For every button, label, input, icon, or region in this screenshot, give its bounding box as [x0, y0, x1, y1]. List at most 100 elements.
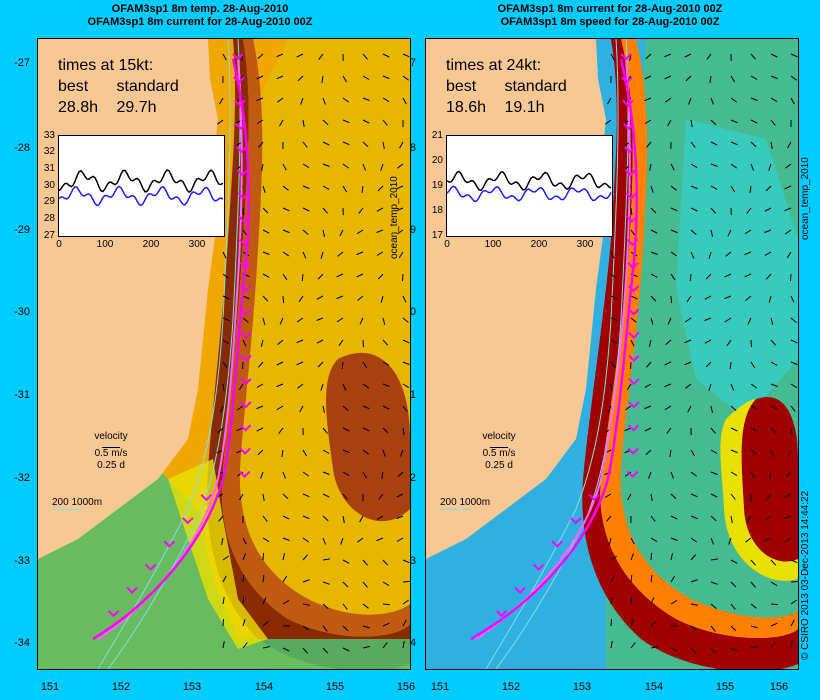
- depth-contour-200: [485, 39, 619, 669]
- right-times-box: times at 24kt: best standard 18.6h 19.1h: [446, 55, 578, 118]
- inset-x-tick: 100: [484, 239, 502, 250]
- inset-x-tick: 300: [188, 239, 206, 250]
- route-chevron: [239, 285, 252, 293]
- velocity-arrow: [750, 581, 756, 588]
- velocity-arrow: [276, 361, 284, 366]
- route-best: [470, 58, 638, 641]
- velocity-arrow: [402, 273, 404, 282]
- velocity-arrow: [356, 251, 364, 256]
- lat-tick: -29: [14, 224, 30, 236]
- velocity-arrow: [342, 141, 350, 146]
- velocity-arrow: [690, 493, 698, 498]
- velocity-arrow: [710, 471, 718, 475]
- velocity-arrow: [685, 383, 692, 389]
- velocity-arrow: [382, 97, 390, 103]
- inset-y-tick: 28: [43, 213, 55, 224]
- velocity-arrow: [396, 515, 404, 520]
- velocity-arrow: [750, 163, 755, 171]
- lon-tick: 155: [715, 681, 735, 693]
- velocity-arrow: [790, 405, 796, 412]
- velocity-arrow: [296, 361, 304, 366]
- velocity-arrow: [744, 251, 752, 256]
- velocity-arrow: [362, 383, 370, 389]
- velocity-arrow: [708, 383, 712, 391]
- velocity-arrow: [750, 645, 758, 649]
- velocity-arrow: [785, 163, 792, 169]
- velocity-arrow: [402, 599, 409, 605]
- velocity-arrow: [376, 207, 384, 212]
- velocity-arrow: [784, 229, 792, 235]
- velocity-arrow: [276, 75, 284, 80]
- velocity-arrow: [282, 553, 285, 561]
- velocity-arrow: [242, 619, 246, 627]
- velocity-arrow: [300, 97, 304, 105]
- route-chevron: [107, 610, 120, 618]
- velocity-arrow: [276, 53, 284, 58]
- velocity-arrow: [317, 273, 324, 280]
- route-chevron: [627, 447, 639, 455]
- left-velocity-legend: velocity 0.5 m/s 0.25 d: [76, 431, 146, 472]
- velocity-arrow: [359, 317, 364, 325]
- velocity-arrow: [402, 361, 410, 366]
- route-chevron: [628, 308, 640, 316]
- velocity-arrow: [730, 515, 733, 523]
- velocity-arrow: [610, 641, 613, 649]
- inset-line-blue: [446, 185, 612, 203]
- route-chevron: [621, 76, 633, 84]
- left-map-svg: [38, 39, 410, 669]
- depth-legend-line: [52, 509, 82, 510]
- velocity-arrow: [282, 251, 290, 257]
- right-map-panel: times at 24kt: best standard 18.6h 19.1h…: [425, 38, 799, 670]
- velocity-arrow: [380, 295, 384, 303]
- velocity-arrow: [610, 575, 615, 583]
- velocity-arrow: [726, 339, 732, 346]
- velocity-arrow: [299, 405, 304, 413]
- velocity-arrow: [684, 339, 692, 344]
- velocity-arrow: [728, 537, 732, 545]
- velocity-arrow: [342, 581, 349, 588]
- velocity-arrow: [727, 229, 732, 237]
- route-chevron: [628, 331, 640, 339]
- velocity-arrow: [724, 295, 732, 300]
- velocity-arrow: [764, 537, 772, 542]
- velocity-arrow: [276, 383, 284, 388]
- velocity-arrow: [684, 53, 692, 58]
- route-chevron: [235, 122, 247, 131]
- velocity-arrow: [256, 75, 264, 80]
- velocity-arrow: [302, 163, 310, 169]
- velocity-arrow: [750, 449, 757, 455]
- velocity-arrow: [750, 603, 757, 609]
- velocity-arrow: [221, 537, 224, 545]
- left-times-header-row: best standard: [58, 76, 190, 97]
- route-best: [92, 58, 250, 641]
- velocity-arrow: [242, 339, 247, 347]
- velocity-arrow: [749, 185, 752, 193]
- right-title: OFAM3sp1 8m current for 28-Aug-2010 00Z …: [430, 3, 790, 29]
- coastal-shelf: [38, 469, 410, 669]
- velocity-arrow: [222, 53, 227, 61]
- route-chevron: [240, 354, 252, 363]
- velocity-arrow: [402, 75, 409, 81]
- velocity-arrow: [382, 339, 389, 346]
- velocity-arrow: [282, 185, 289, 191]
- velocity-arrow: [610, 251, 615, 259]
- velocity-arrow: [730, 449, 738, 454]
- speed-field-cyan: [676, 119, 798, 419]
- left-title-line1: OFAM3sp1 8m temp. 28-Aug-2010: [111, 3, 289, 15]
- velocity-arrow: [402, 317, 409, 323]
- velocity-arrow: [768, 163, 772, 171]
- right-times-heading: times at 24kt:: [446, 57, 542, 74]
- velocity-arrow: [688, 97, 692, 105]
- velocity-arrow: [730, 185, 736, 193]
- lat-tick: -32: [14, 472, 30, 484]
- left-depth-legend: 200 1000m: [52, 497, 102, 510]
- velocity-arrow: [750, 75, 758, 80]
- velocity-arrow: [358, 207, 364, 214]
- velocity-arrow: [382, 559, 389, 566]
- velocity-arrow: [402, 295, 407, 303]
- velocity-arrow: [402, 427, 405, 435]
- velocity-arrow: [342, 383, 347, 391]
- velocity-arrow: [770, 642, 776, 649]
- velocity-arrow: [302, 207, 310, 212]
- velocity-arrow: [342, 449, 350, 454]
